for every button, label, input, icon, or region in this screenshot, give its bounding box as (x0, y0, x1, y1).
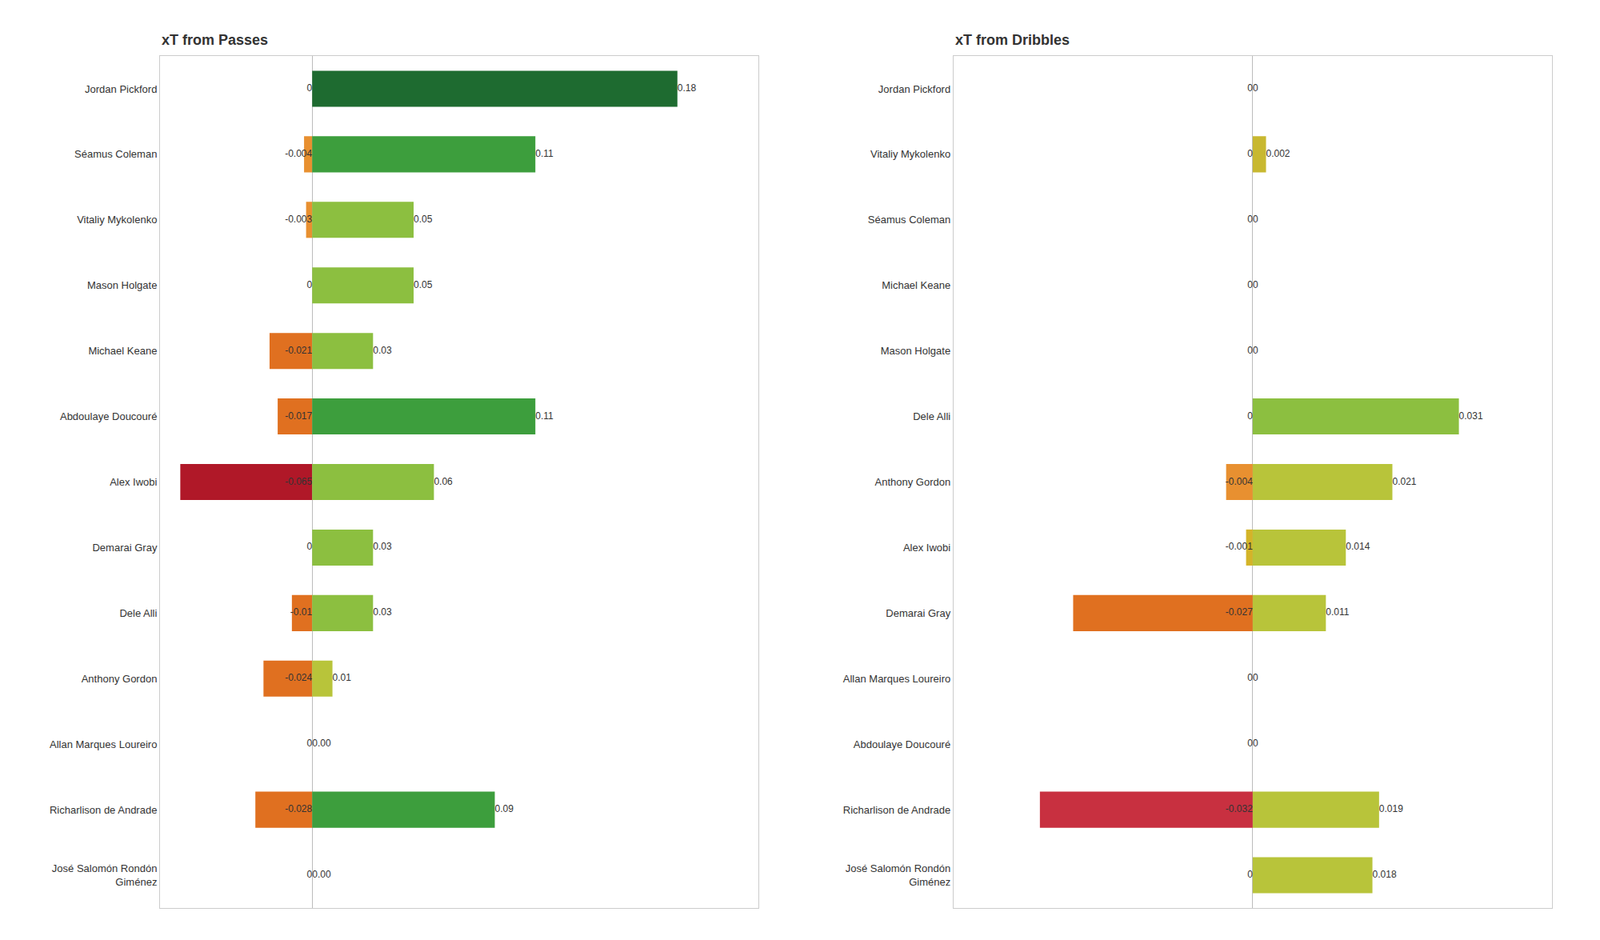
svg-text:-0.024: -0.024 (284, 672, 312, 684)
svg-text:0: 0 (1247, 213, 1253, 225)
svg-text:0: 0 (1252, 737, 1259, 749)
svg-text:Alex Iwobi: Alex Iwobi (903, 541, 951, 554)
svg-text:0.09: 0.09 (494, 803, 514, 815)
svg-text:xT from Passes: xT from Passes (161, 32, 268, 48)
svg-text:Abdoulaye Doucouré: Abdoulaye Doucouré (60, 410, 157, 423)
svg-text:Alex Iwobi: Alex Iwobi (109, 476, 157, 488)
svg-text:-0.004: -0.004 (284, 148, 312, 160)
svg-text:0: 0 (1252, 344, 1259, 356)
svg-text:-0.021: -0.021 (284, 344, 312, 356)
svg-text:0: 0 (1252, 82, 1259, 94)
svg-text:0.18: 0.18 (677, 82, 697, 94)
svg-text:0.021: 0.021 (1392, 476, 1416, 488)
svg-text:Allan Marques Loureiro: Allan Marques Loureiro (49, 738, 157, 751)
svg-text:-0.004: -0.004 (1225, 476, 1253, 488)
svg-text:Demarai Gray: Demarai Gray (92, 541, 157, 554)
svg-text:0: 0 (1247, 410, 1253, 422)
svg-text:-0.01: -0.01 (290, 606, 313, 618)
svg-text:-0.001: -0.001 (1225, 540, 1253, 552)
svg-text:0: 0 (1247, 737, 1253, 749)
svg-text:Dele Alli: Dele Alli (119, 607, 157, 620)
svg-text:Jordan Pickford: Jordan Pickford (84, 83, 157, 96)
svg-text:0.11: 0.11 (535, 410, 554, 422)
svg-text:0.00: 0.00 (312, 737, 332, 749)
svg-text:Richarlison de Andrade: Richarlison de Andrade (49, 804, 157, 816)
svg-text:-0.027: -0.027 (1225, 606, 1253, 618)
svg-text:Anthony Gordon: Anthony Gordon (875, 476, 952, 488)
svg-text:Vitaliy Mykolenko: Vitaliy Mykolenko (76, 213, 157, 226)
svg-text:0.05: 0.05 (413, 213, 433, 225)
svg-text:Séamus Coleman: Séamus Coleman (74, 148, 157, 160)
svg-text:-0.017: -0.017 (284, 410, 312, 422)
svg-text:0: 0 (1247, 148, 1253, 160)
svg-text:Mason Holgate: Mason Holgate (880, 344, 951, 357)
svg-text:0.03: 0.03 (372, 540, 392, 552)
svg-text:0: 0 (307, 82, 313, 94)
svg-text:0.018: 0.018 (1372, 868, 1397, 880)
svg-text:0: 0 (1247, 82, 1253, 94)
svg-text:0.011: 0.011 (1325, 606, 1349, 618)
svg-text:Michael Keane: Michael Keane (88, 344, 157, 357)
svg-text:0.11: 0.11 (535, 148, 554, 160)
svg-text:Séamus Coleman: Séamus Coleman (868, 213, 951, 226)
svg-text:0: 0 (1247, 672, 1253, 684)
svg-text:Anthony Gordon: Anthony Gordon (81, 672, 158, 685)
svg-text:-0.028: -0.028 (284, 803, 312, 815)
svg-text:0.01: 0.01 (332, 672, 352, 684)
svg-text:Richarlison de Andrade: Richarlison de Andrade (843, 804, 951, 816)
svg-text:0: 0 (1247, 279, 1253, 291)
svg-text:-0.032: -0.032 (1225, 803, 1253, 815)
svg-text:0: 0 (1252, 672, 1259, 684)
svg-text:0.05: 0.05 (413, 279, 433, 291)
svg-text:0.019: 0.019 (1379, 803, 1404, 815)
svg-text:0: 0 (307, 868, 313, 880)
svg-text:Jordan Pickford: Jordan Pickford (878, 83, 951, 96)
svg-text:0: 0 (307, 737, 313, 749)
svg-text:0: 0 (1252, 279, 1259, 291)
svg-text:Allan Marques Loureiro: Allan Marques Loureiro (843, 672, 951, 685)
svg-text:José Salomón RondónGiménez: José Salomón RondónGiménez (52, 862, 158, 888)
svg-text:Mason Holgate: Mason Holgate (87, 279, 157, 292)
svg-text:0: 0 (1247, 868, 1253, 880)
svg-text:0: 0 (1252, 213, 1259, 225)
svg-text:0: 0 (1247, 344, 1253, 356)
svg-text:0: 0 (307, 540, 313, 552)
svg-text:0: 0 (307, 279, 313, 291)
svg-text:-0.065: -0.065 (284, 476, 312, 488)
svg-text:Demarai Gray: Demarai Gray (885, 607, 951, 620)
svg-text:0.03: 0.03 (372, 344, 392, 356)
svg-text:Vitaliy Mykolenko: Vitaliy Mykolenko (870, 148, 951, 160)
svg-text:Michael Keane: Michael Keane (881, 279, 951, 292)
svg-text:0.03: 0.03 (372, 606, 392, 618)
svg-text:0.014: 0.014 (1345, 540, 1370, 552)
svg-text:José Salomón RondónGiménez: José Salomón RondónGiménez (845, 862, 952, 888)
svg-text:0.06: 0.06 (433, 476, 453, 488)
svg-text:Abdoulaye Doucouré: Abdoulaye Doucouré (853, 738, 951, 751)
svg-text:0.031: 0.031 (1459, 410, 1484, 422)
svg-text:0.00: 0.00 (312, 868, 332, 880)
svg-text:xT from Dribbles: xT from Dribbles (955, 32, 1070, 48)
svg-text:0.002: 0.002 (1266, 148, 1291, 160)
svg-text:-0.003: -0.003 (284, 213, 312, 225)
svg-text:Dele Alli: Dele Alli (912, 410, 951, 423)
